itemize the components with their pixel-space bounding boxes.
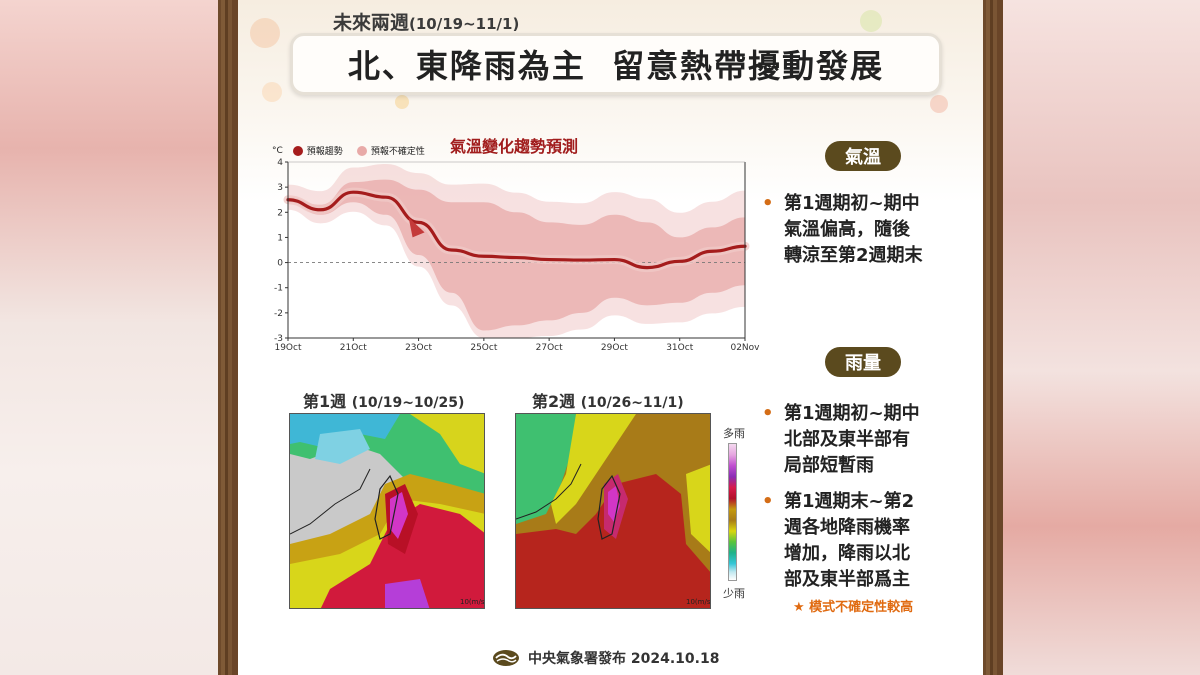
forecast-legend-label: 預報趨勢: [306, 147, 343, 157]
right-wood-frame: [983, 0, 1003, 675]
temperature-bullet: • 第1週期初~期中 氣溫偏高，隨後 轉涼至第2週期末: [762, 191, 923, 269]
footer: 中央氣象署發布 2024.10.18: [492, 648, 719, 668]
cwa-logo-icon: [493, 650, 519, 666]
title-box: 北、東降雨為主 留意熱帶擾動發展: [290, 33, 942, 95]
rain-line: 局部短暫雨: [784, 455, 874, 476]
wind-scale-label: 10(m/s): [686, 598, 711, 606]
trend-arrow-marker: [408, 217, 425, 238]
week2-map-title: 第2週 (10/26~11/1): [532, 388, 684, 412]
temperature-line: 第1週期初~期中: [784, 193, 920, 214]
bokeh-dot: [250, 18, 280, 48]
y-tick-label: 1: [277, 233, 283, 243]
chart-legend: °C 預報趨勢 預報不確定性: [272, 144, 425, 157]
page-subtitle: 未來兩週(10/19~11/1): [333, 8, 519, 35]
y-tick-label: 3: [277, 183, 283, 193]
week2-rain-map: 10(m/s): [515, 413, 711, 609]
y-tick-label: 2: [277, 208, 283, 218]
rain-color-scale: [728, 443, 737, 581]
y-tick-label: -1: [274, 284, 283, 294]
page-title: 北、東降雨為主 留意熱帶擾動發展: [347, 47, 885, 85]
week2-title: 第2週: [532, 392, 576, 411]
left-background: [0, 0, 218, 675]
forecast-legend-swatch: [292, 145, 303, 156]
right-background: [1003, 0, 1200, 675]
rain-line: 第1週期初~期中: [784, 403, 920, 424]
rain-bullet-2: • 第1週期末~第2 週各地降雨機率 增加，降雨以北 部及東半部爲主: [762, 489, 914, 593]
week1-map-title: 第1週 (10/19~10/25): [303, 388, 464, 412]
rain-bullet-1: • 第1週期初~期中 北部及東半部有 局部短暫雨: [762, 401, 920, 479]
y-tick-label: -3: [274, 334, 283, 344]
x-tick-label: 25Oct: [470, 343, 497, 353]
bullet-dot: •: [762, 403, 774, 424]
rain-scale-bottom-label: 少雨: [723, 587, 745, 600]
wind-scale-label: 10(m/s): [460, 598, 485, 606]
x-tick-label: 23Oct: [405, 343, 432, 353]
subtitle-date-range: (10/19~11/1): [409, 15, 520, 33]
week1-title: 第1週: [303, 392, 347, 411]
rain-scale-top-label: 多雨: [723, 427, 745, 440]
bullet-dot: •: [762, 193, 774, 214]
rain-line: 北部及東半部有: [784, 429, 910, 450]
bullet-dot: •: [762, 491, 774, 512]
rain-line: 部及東半部爲主: [784, 569, 910, 590]
bokeh-dot: [395, 95, 409, 109]
uncertainty-legend-label: 預報不確定性: [370, 147, 425, 157]
bokeh-dot: [262, 82, 282, 102]
rain-line: 週各地降雨機率: [784, 517, 910, 538]
footer-text: 中央氣象署發布 2024.10.18: [528, 651, 720, 667]
chart-title: 氣溫變化趨勢預測: [450, 137, 579, 156]
bokeh-dot: [860, 10, 882, 32]
uncertainty-note: ★ 模式不確定性較高: [793, 600, 914, 615]
x-tick-label: 29Oct: [601, 343, 628, 353]
forecast-line: [286, 190, 747, 270]
rain-line: 第1週期末~第2: [784, 491, 915, 512]
rain-pill: 雨量: [825, 347, 901, 377]
week2-map-graphic: 10(m/s): [516, 414, 711, 608]
uncertainty-legend-swatch: [356, 145, 367, 156]
week1-range: (10/19~10/25): [351, 395, 465, 411]
y-tick-label: 4: [277, 158, 283, 168]
rain-line: 增加，降雨以北: [784, 543, 910, 564]
temperature-line: 氣溫偏高，隨後: [784, 219, 910, 240]
bokeh-dot: [930, 95, 948, 113]
x-tick-label: 31Oct: [666, 343, 693, 353]
week1-map-graphic: 10(m/s): [290, 414, 485, 608]
week2-range: (10/26~11/1): [580, 395, 684, 411]
x-tick-label: 27Oct: [536, 343, 563, 353]
x-tick-label: 02Nov: [730, 343, 760, 353]
week1-rain-map: 10(m/s): [289, 413, 485, 609]
x-tick-label: 21Oct: [340, 343, 367, 353]
temperature-pill: 氣溫: [825, 141, 901, 171]
y-tick-label: 0: [277, 259, 283, 269]
left-wood-frame: [218, 0, 238, 675]
x-tick-label: 19Oct: [274, 343, 301, 353]
subtitle-text: 未來兩週: [333, 12, 410, 34]
temperature-line: 轉涼至第2週期末: [784, 245, 923, 266]
y-unit-label: °C: [272, 145, 283, 156]
y-tick-label: -2: [274, 309, 283, 319]
